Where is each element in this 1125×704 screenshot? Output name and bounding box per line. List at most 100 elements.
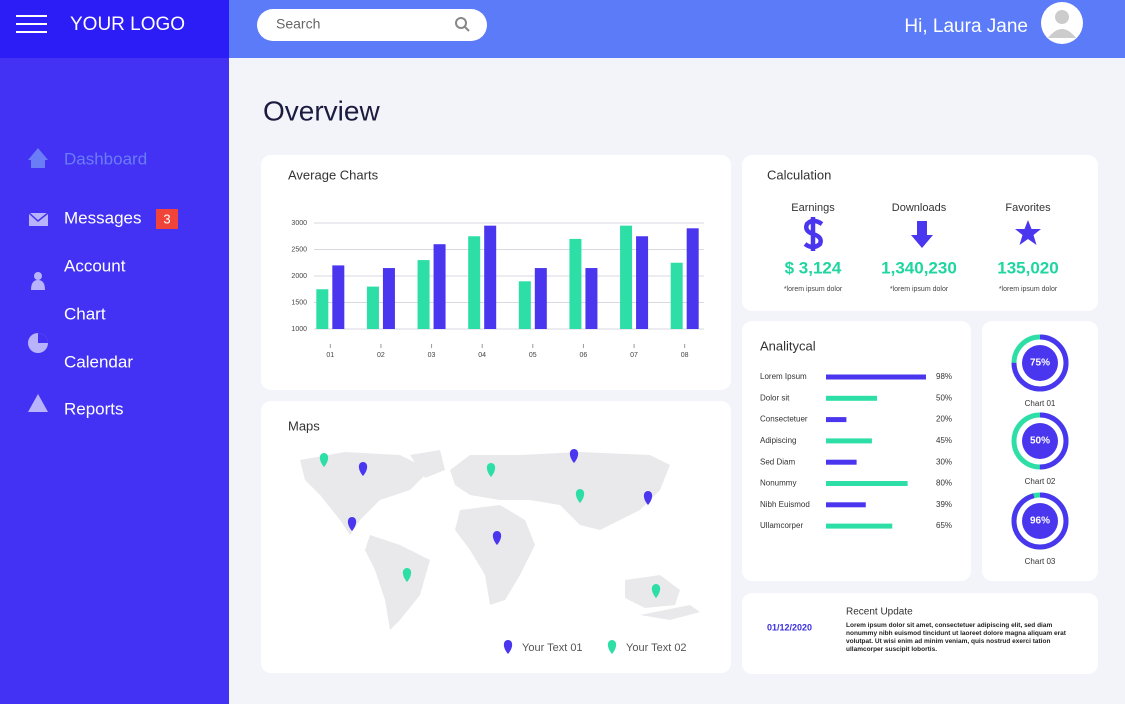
search-placeholder: Search <box>276 16 320 32</box>
map-pin <box>358 462 368 476</box>
map-pin <box>319 453 329 467</box>
x-tick-label: 01 <box>326 352 334 359</box>
card-title: Recent Update <box>846 607 913 618</box>
bar <box>332 265 345 329</box>
logo-area <box>0 0 229 58</box>
donut-value: 75% <box>1030 358 1050 369</box>
y-tick-label: 2000 <box>291 273 307 280</box>
x-tick-label: 02 <box>377 352 385 359</box>
value-label: 20% <box>936 415 952 424</box>
bar <box>569 238 582 329</box>
stat-label: Earnings <box>791 202 835 214</box>
update-text: Lorem ipsum dolor sit amet, consectetuer… <box>846 622 1066 653</box>
row-label: Nonummy <box>760 479 796 488</box>
menu-icon[interactable] <box>16 15 47 33</box>
mail-flap <box>28 212 49 222</box>
donut-center <box>1022 423 1058 459</box>
search-box[interactable] <box>257 9 487 41</box>
donut-value: 96% <box>1030 516 1050 527</box>
card-title: Maps <box>288 418 320 433</box>
map-pin <box>402 568 412 582</box>
badge <box>156 209 178 229</box>
nav-item[interactable]: Calendar <box>64 352 133 371</box>
card-title: Analitycal <box>760 338 816 353</box>
bar <box>826 523 893 529</box>
search-icon[interactable] <box>455 17 470 32</box>
x-tick-label: 07 <box>630 352 638 359</box>
row-label: Sed Diam <box>760 457 795 466</box>
donut-arc <box>1011 334 1069 392</box>
star-icon <box>1015 220 1041 245</box>
nav-item[interactable]: Messages <box>64 208 141 227</box>
stat-label: Favorites <box>1005 202 1051 214</box>
legend-label: Your Text 01 <box>522 642 583 654</box>
card <box>742 593 1098 674</box>
map-pins <box>319 449 661 654</box>
bar <box>670 262 683 329</box>
home-icon <box>28 148 48 168</box>
map-pin <box>492 531 502 545</box>
map-pin <box>607 640 617 654</box>
row-label: Ullamcorper <box>760 521 803 530</box>
world-map <box>300 450 700 630</box>
bar <box>585 268 598 329</box>
donut-center <box>1022 345 1058 381</box>
card <box>742 321 971 581</box>
map-pin <box>575 489 585 503</box>
update-date: 01/12/2020 <box>767 622 812 632</box>
bar <box>826 459 857 465</box>
bar <box>826 374 926 380</box>
bar <box>518 281 531 329</box>
stat-note: *lorem ipsum dolor <box>999 286 1058 293</box>
bar <box>382 268 395 329</box>
stat-label: Downloads <box>892 202 947 214</box>
value-label: 39% <box>936 500 952 509</box>
bar <box>826 395 877 401</box>
y-tick-label: 1500 <box>291 299 307 306</box>
stat-note: *lorem ipsum dolor <box>784 286 843 293</box>
user-icon-head <box>34 272 42 280</box>
card-title: Average Charts <box>288 167 379 182</box>
avatar-body <box>1048 29 1076 38</box>
bar <box>686 228 699 329</box>
row-label: Lorem Ipsum <box>760 372 807 381</box>
row-label: Dolor sit <box>760 393 790 402</box>
row-label: Nibh Euismod <box>760 500 810 509</box>
nav-item[interactable]: Account <box>64 256 126 275</box>
nav-item[interactable]: Dashboard <box>64 149 147 168</box>
map-pin <box>651 584 661 598</box>
x-tick-label: 04 <box>478 352 486 359</box>
value-label: 50% <box>936 393 952 402</box>
row-label: Adipiscing <box>760 436 796 445</box>
donut-arc <box>1011 412 1069 470</box>
donut-name: Chart 02 <box>1025 477 1056 486</box>
nav-item[interactable]: Reports <box>64 399 124 418</box>
bar <box>636 236 649 329</box>
nav-item[interactable]: Chart <box>64 304 106 323</box>
x-tick-label: 08 <box>681 352 689 359</box>
greeting: Hi, Laura Jane <box>904 16 1028 37</box>
value-label: 45% <box>936 436 952 445</box>
bar <box>826 417 847 423</box>
value-label: 30% <box>936 457 952 466</box>
bar <box>366 286 379 329</box>
download-icon <box>911 221 933 248</box>
map-pin <box>486 463 496 477</box>
x-tick-label: 06 <box>580 352 588 359</box>
page-title: Overview <box>263 95 380 126</box>
bar <box>417 260 430 329</box>
bar <box>316 289 329 329</box>
bar <box>826 438 872 444</box>
value-label: 65% <box>936 521 952 530</box>
x-tick-label: 03 <box>428 352 436 359</box>
pie-icon-slice <box>38 333 48 343</box>
card-title: Calculation <box>767 167 831 182</box>
bar <box>433 244 446 329</box>
y-tick-label: 2500 <box>291 246 307 253</box>
stat-value: 135,020 <box>997 258 1058 277</box>
avatar-head <box>1055 10 1069 24</box>
dollar-icon <box>803 217 824 251</box>
donut-center <box>1022 503 1058 539</box>
map-pin <box>643 491 653 505</box>
